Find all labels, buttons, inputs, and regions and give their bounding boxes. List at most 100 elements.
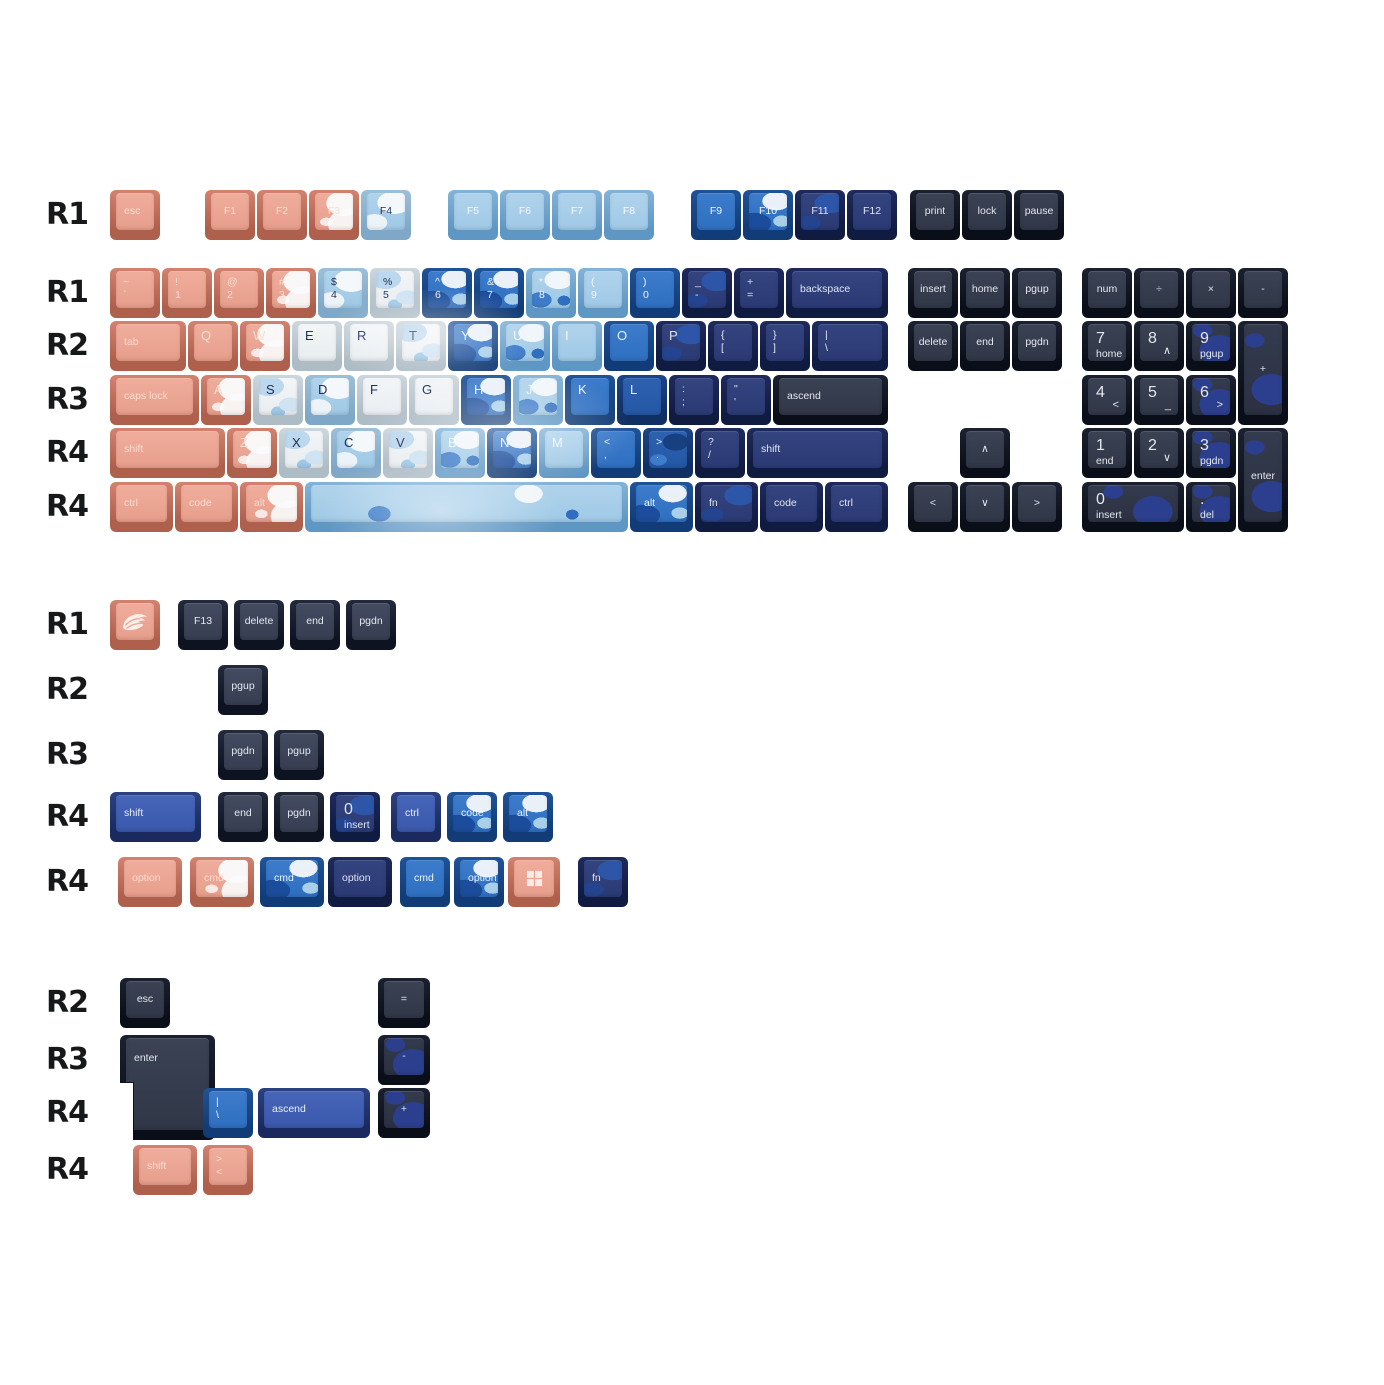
keycap-legend-area: % 5: [376, 271, 414, 308]
keycap-top: code: [453, 795, 491, 832]
keycap-legend-area: V: [389, 431, 427, 468]
key-main-n: N: [487, 428, 537, 478]
key-main-num0: ) 0: [630, 268, 680, 318]
key-legend: code: [461, 807, 484, 819]
keycap-legend-area: $4: [324, 271, 362, 308]
key-legend: cmd: [414, 872, 434, 884]
keycap-legend-area: pgdn: [1018, 324, 1056, 361]
keycap-legend-area: }]: [766, 324, 804, 361]
keycap-legend-area: delete: [240, 603, 278, 640]
keycap-top: S: [259, 378, 297, 415]
key-legend: F4: [379, 205, 393, 217]
key-corner-legend: ∨: [1162, 452, 1171, 464]
key-main-tab: tab: [110, 321, 186, 371]
key-legend: ): [643, 276, 647, 288]
keycap-top: ~ `: [116, 271, 154, 308]
keycap-top: G: [415, 378, 453, 415]
keycap-top: D: [311, 378, 349, 415]
key-main-grave: ~ `: [110, 268, 160, 318]
key-legend: F: [370, 382, 378, 397]
keycap-legend-area: Z: [233, 431, 271, 468]
keycap-legend-area: code: [766, 485, 817, 522]
key-legend: _: [695, 276, 701, 288]
key-numpad-np-5: 5 _: [1134, 375, 1184, 425]
key-main-c: C: [331, 428, 381, 478]
key-main-f3: F3: [309, 190, 359, 240]
keycap-top: code: [766, 485, 817, 522]
key-main-u: U: [500, 321, 550, 371]
key-legend: -: [402, 1050, 406, 1062]
keycap-legend-area: ctrl: [831, 485, 882, 522]
key-legend: I: [565, 328, 569, 343]
key-legend: ?: [708, 436, 714, 448]
keycap-top: alt: [509, 795, 547, 832]
key-legend: 6: [1200, 384, 1209, 401]
keycap-legend-area: shift: [753, 431, 882, 468]
key-legend: print: [924, 205, 946, 217]
key-numpad-np-plus: +: [1238, 321, 1288, 425]
key-main-ralt: alt: [630, 482, 693, 532]
keycap-legend-area: alt: [246, 485, 297, 522]
keycap-legend-area: 6 >: [1192, 378, 1230, 415]
keycap-legend-area: I: [558, 324, 596, 361]
keycap-legend-area: 1 end: [1088, 431, 1126, 468]
key-legend: X: [292, 435, 301, 450]
keycap-legend-area: =: [384, 981, 424, 1018]
row-label: R1: [46, 197, 89, 232]
keycap-top: F5: [454, 193, 492, 230]
key-main-print: print: [910, 190, 960, 240]
key-legend: =: [400, 993, 408, 1005]
keycap-top: 6 >: [1192, 378, 1230, 415]
key-legend: shift: [147, 1160, 167, 1172]
key-legend: esc: [124, 205, 141, 217]
keycap-top: end: [224, 795, 262, 832]
keycap-legend-area: F9: [697, 193, 735, 230]
keycap-legend-area: <,: [597, 431, 635, 468]
key-main-g: G: [409, 375, 459, 425]
key-legend: F13: [193, 615, 213, 627]
key-legend: U: [513, 328, 523, 343]
key-legend: ]: [773, 342, 776, 354]
key-main-f1: F1: [205, 190, 255, 240]
key-legend: \: [825, 342, 828, 354]
key-main-minus: _ -: [682, 268, 732, 318]
key-main-z: Z: [227, 428, 277, 478]
key-legend: caps lock: [124, 390, 168, 402]
key-legend: 9: [591, 289, 597, 301]
keycap-legend-area: ~ `: [116, 271, 154, 308]
keycap-top: enter: [1244, 431, 1282, 522]
keycap-top: F11: [801, 193, 839, 230]
key-main-f8: F8: [604, 190, 654, 240]
keycap-top: * 8: [532, 271, 570, 308]
keycap-legend-area: & 7: [480, 271, 518, 308]
key-nav-pgdn: pgdn: [1012, 321, 1062, 371]
key-legend: M: [552, 435, 563, 450]
key-legend: pause: [1024, 205, 1054, 217]
key-main-backslash: | \: [812, 321, 888, 371]
keycap-legend-area: enter: [1244, 431, 1282, 522]
key-legend: pgdn: [1200, 455, 1224, 467]
keycap-legend-area: :;: [675, 378, 713, 415]
key-main-num7: & 7: [474, 268, 524, 318]
key-legend: ,: [604, 449, 607, 461]
key-legend: F7: [570, 205, 584, 217]
keycap-legend-area: F2: [263, 193, 301, 230]
keycap-top: (9: [584, 271, 622, 308]
keycap-top: fn: [701, 485, 752, 522]
key-legend: num: [1096, 283, 1118, 295]
key-legend: $: [331, 276, 337, 288]
keycap-top: F8: [610, 193, 648, 230]
key-main-o: O: [604, 321, 654, 371]
key-main-f10: F10: [743, 190, 793, 240]
key-nav-arrow-left: <: [908, 482, 958, 532]
key-legend: F11: [811, 205, 829, 217]
key-main-d: D: [305, 375, 355, 425]
key-extras-top-pgup-r3: pgup: [274, 730, 324, 780]
key-main-rcode: code: [760, 482, 823, 532]
key-legend: -: [695, 289, 699, 301]
keycap-top: fn: [584, 860, 622, 897]
keycap-top: caps lock: [116, 378, 193, 415]
key-main-capslock: caps lock: [110, 375, 199, 425]
keycap-legend-area: 0 insert: [336, 795, 374, 832]
key-main-num2: @2: [214, 268, 264, 318]
